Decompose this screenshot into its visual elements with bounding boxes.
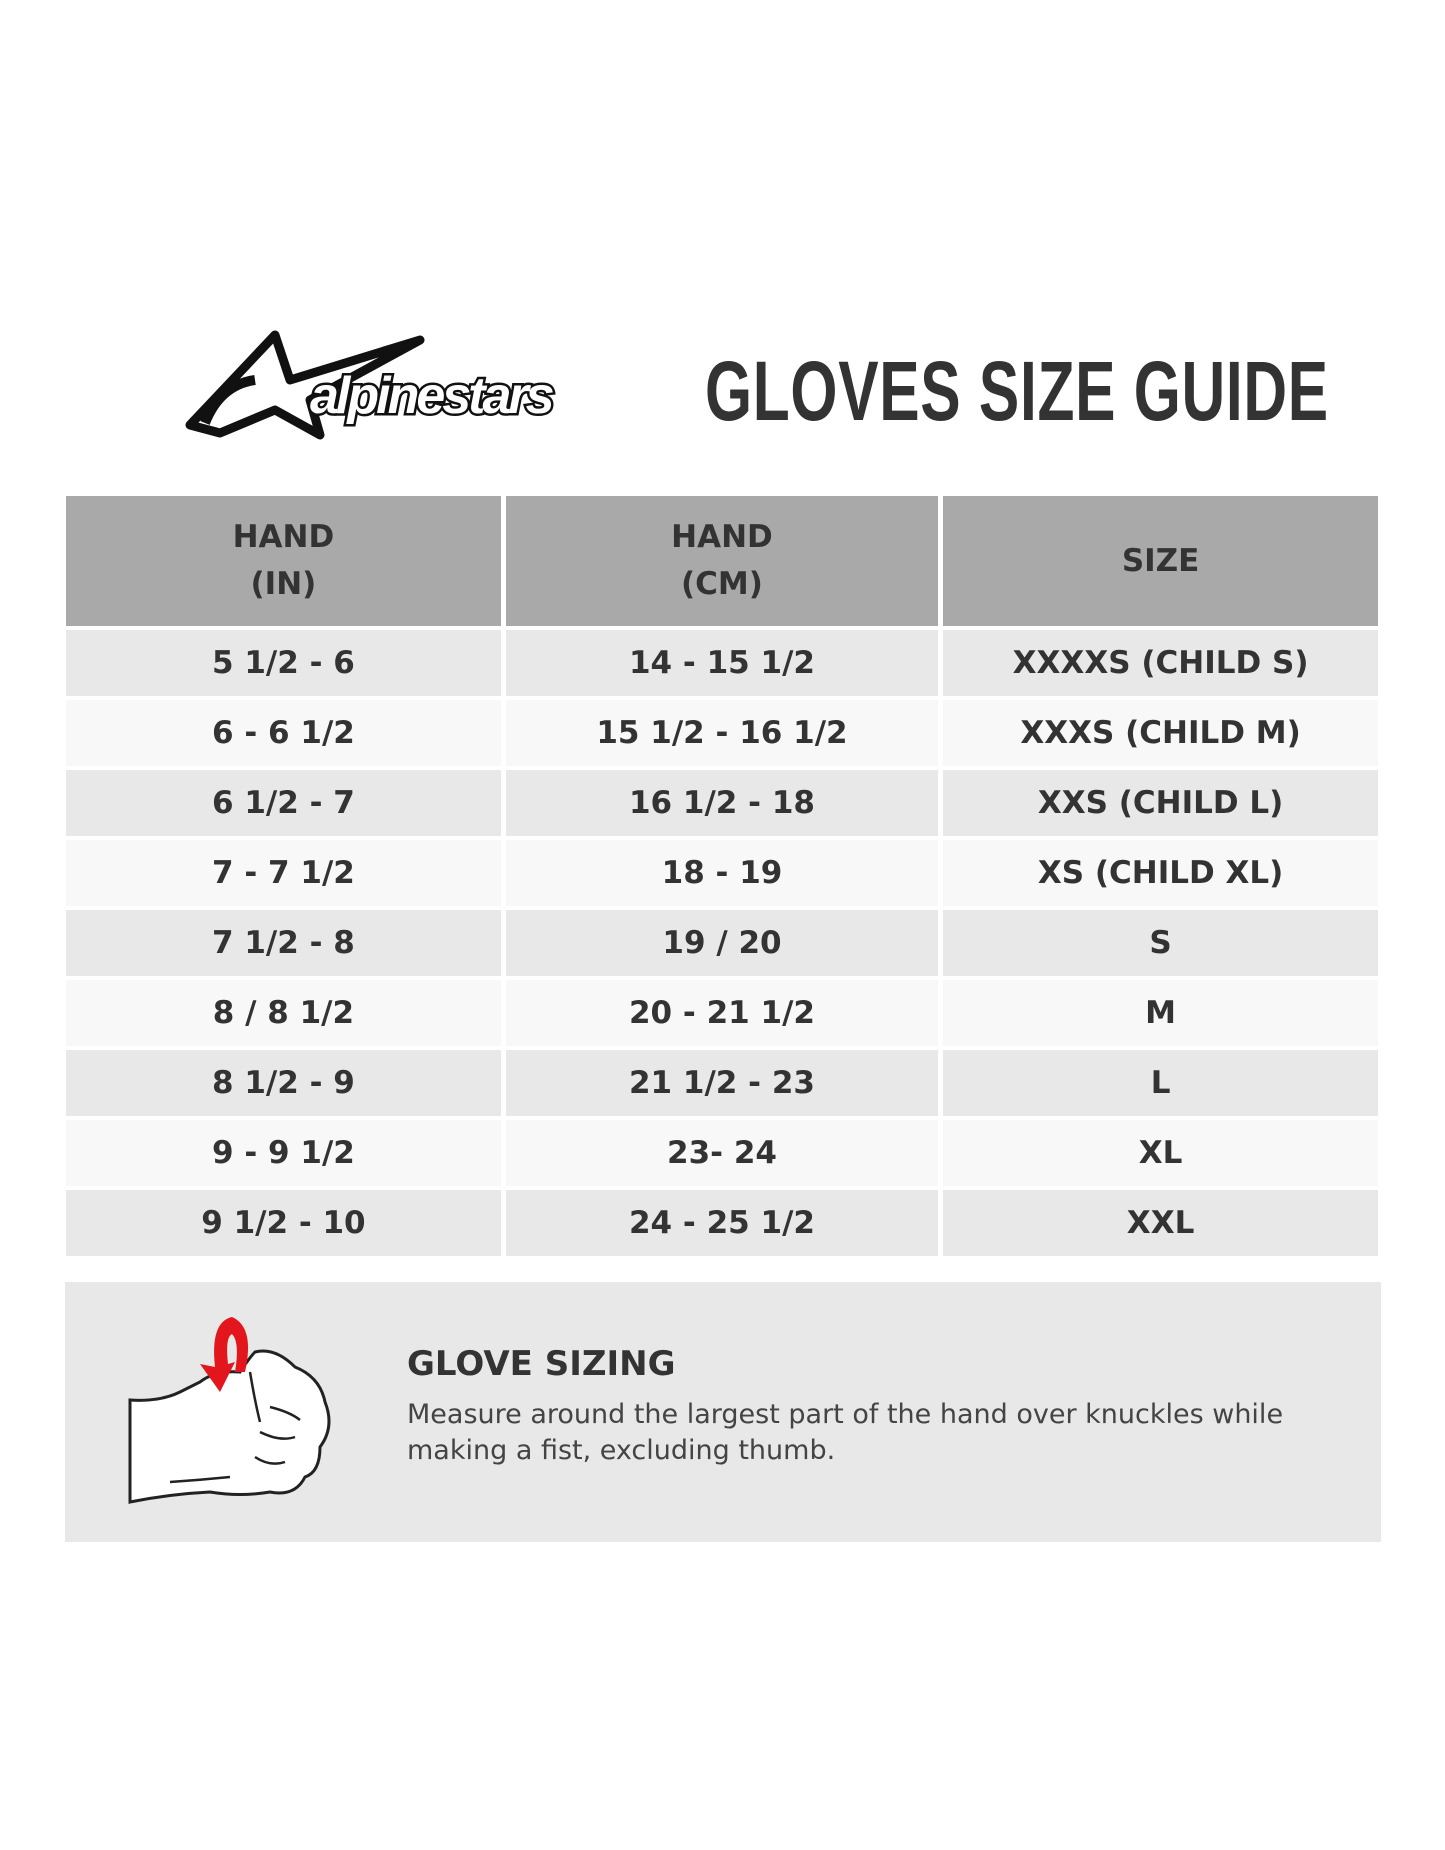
column-header-hand-cm: HAND (CM): [500, 496, 941, 628]
table-row: 7 1/2 - 8 19 / 20 S: [66, 906, 1378, 978]
cell-hand-cm: 24 - 25 1/2: [500, 1186, 941, 1256]
cell-hand-in: 8 / 8 1/2: [66, 976, 504, 1048]
header: alpinestars GLOVES SIZE GUIDE: [180, 325, 1328, 440]
cell-hand-in: 9 1/2 - 10: [66, 1186, 504, 1256]
table-row: 6 1/2 - 7 16 1/2 - 18 XXS (CHILD L): [66, 766, 1378, 838]
cell-hand-in: 5 1/2 - 6: [66, 626, 504, 698]
glove-sizing-panel: GLOVE SIZING Measure around the largest …: [65, 1282, 1381, 1542]
cell-hand-cm: 20 - 21 1/2: [500, 976, 941, 1048]
cell-hand-cm: 23- 24: [500, 1116, 941, 1188]
cell-hand-cm: 21 1/2 - 23: [500, 1046, 941, 1118]
table-row: 6 - 6 1/2 15 1/2 - 16 1/2 XXXS (CHILD M): [66, 696, 1378, 768]
cell-hand-cm: 14 - 15 1/2: [500, 626, 941, 698]
cell-hand-cm: 15 1/2 - 16 1/2: [500, 696, 941, 768]
cell-size: M: [938, 976, 1378, 1048]
glove-sizing-title: GLOVE SIZING: [407, 1344, 676, 1384]
table-row: 5 1/2 - 6 14 - 15 1/2 XXXXS (CHILD S): [66, 626, 1378, 698]
table-row: 8 / 8 1/2 20 - 21 1/2 M: [66, 976, 1378, 1048]
cell-hand-cm: 16 1/2 - 18: [500, 766, 941, 838]
table-row: 9 1/2 - 10 24 - 25 1/2 XXL: [66, 1186, 1378, 1256]
cell-size: L: [938, 1046, 1378, 1118]
cell-hand-in: 6 - 6 1/2: [66, 696, 504, 768]
column-header-size: SIZE: [938, 496, 1378, 628]
column-header-hand-in: HAND (IN): [66, 496, 504, 628]
svg-text:alpinestars: alpinestars: [310, 367, 554, 425]
size-table: HAND (IN) HAND (CM) SIZE 5 1/2 - 6 14 - 15 …: [66, 496, 1378, 1256]
glove-sizing-instructions: Measure around the largest part of the h…: [407, 1399, 1284, 1466]
cell-hand-in: 8 1/2 - 9: [66, 1046, 504, 1118]
table-row: 7 - 7 1/2 18 - 19 XS (CHILD XL): [66, 836, 1378, 908]
cell-size: XXL: [938, 1186, 1378, 1256]
cell-size: XXXS (CHILD M): [938, 696, 1378, 768]
cell-size: S: [938, 906, 1378, 978]
alpinestars-logo: alpinestars: [185, 330, 559, 440]
cell-size: XXS (CHILD L): [938, 766, 1378, 838]
cell-size: XL: [938, 1116, 1378, 1188]
fist-measure-icon: [128, 1317, 331, 1504]
cell-size: XXXXS (CHILD S): [938, 626, 1378, 698]
page-title: GLOVES SIZE GUIDE: [705, 344, 1329, 438]
cell-hand-cm: 19 / 20: [500, 906, 941, 978]
table-row: 8 1/2 - 9 21 1/2 - 23 L: [66, 1046, 1378, 1118]
cell-size: XS (CHILD XL): [938, 836, 1378, 908]
table-row: 9 - 9 1/2 23- 24 XL: [66, 1116, 1378, 1188]
cell-hand-in: 7 1/2 - 8: [66, 906, 504, 978]
table-header-row: HAND (IN) HAND (CM) SIZE: [66, 496, 1378, 628]
cell-hand-in: 6 1/2 - 7: [66, 766, 504, 838]
cell-hand-cm: 18 - 19: [500, 836, 941, 908]
cell-hand-in: 9 - 9 1/2: [66, 1116, 504, 1188]
cell-hand-in: 7 - 7 1/2: [66, 836, 504, 908]
